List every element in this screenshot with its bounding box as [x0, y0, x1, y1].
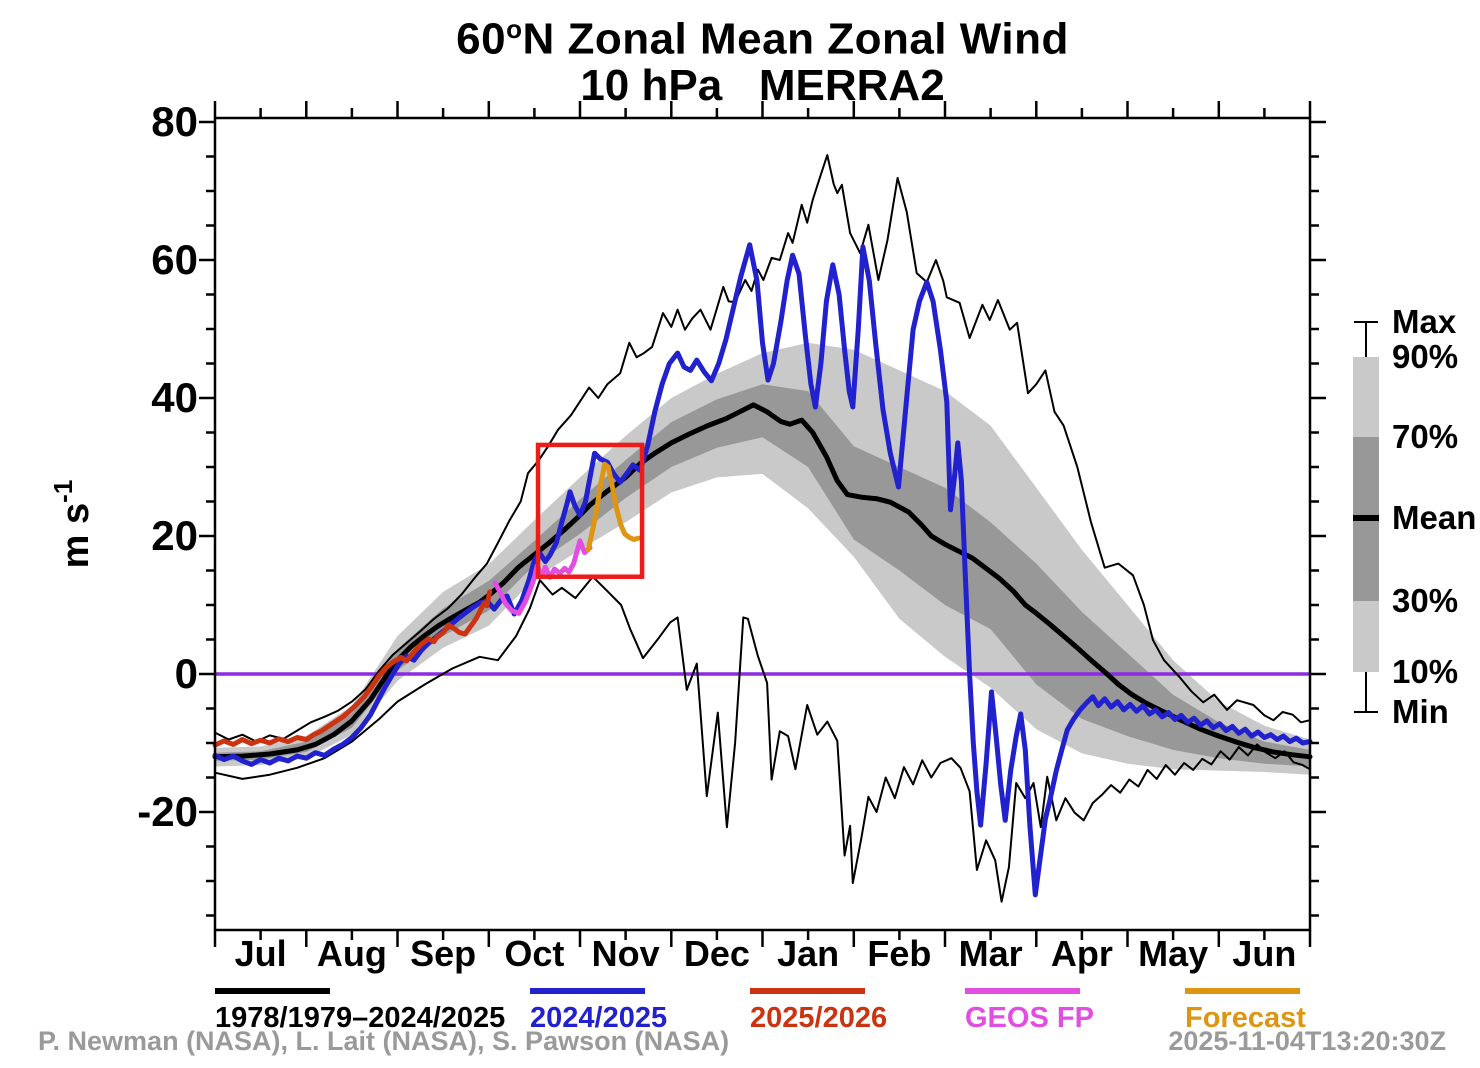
month-label-sep: Sep [410, 933, 476, 974]
right-legend-label-mean: Mean [1392, 499, 1476, 536]
legend-line-sample-geos-fp [965, 988, 1080, 994]
legend-line-sample-year-2025-2026 [750, 988, 865, 994]
month-label-aug: Aug [317, 933, 387, 974]
right-legend-label-70pct: 70% [1392, 418, 1458, 455]
legend-line-sample-year-2024-2025 [530, 988, 645, 994]
month-label-jun: Jun [1232, 933, 1296, 974]
month-label-jul: Jul [235, 933, 287, 974]
legend-item-year-2025-2026: 2025/2026 [750, 988, 887, 1035]
series-forecast-line [585, 461, 641, 553]
legend-band-10 [1353, 601, 1379, 672]
month-label-may: May [1138, 933, 1208, 974]
month-label-apr: Apr [1051, 933, 1113, 974]
annotation-box-oct-nov [535, 442, 645, 579]
footer-credits: P. Newman (NASA), L. Lait (NASA), S. Paw… [38, 1026, 730, 1056]
y-tick-label: 60 [151, 236, 198, 283]
series-year-2025-2026-line [212, 589, 493, 748]
legend-label-forecast: Forecast [1185, 1002, 1306, 1034]
series-min-line [214, 575, 1311, 903]
legend-line-sample-climatology [215, 988, 330, 994]
month-label-jan: Jan [777, 933, 839, 974]
band-30-70-percent [215, 384, 1310, 767]
legend-band-90 [1353, 357, 1379, 437]
legend-label-year-2025-2026: 2025/2026 [750, 1002, 888, 1034]
series-geos-fp-line [492, 538, 593, 616]
chart-title-line2: 10 hPa MERRA2 [580, 60, 945, 110]
chart-title-line1: 60oN Zonal Mean Zonal Wind [456, 14, 1069, 64]
legend-item-climatology: 1978/1979–2024/2025 [215, 988, 505, 1035]
legend-label-year-2024-2025: 2024/2025 [530, 1002, 668, 1034]
right-legend-label-10pct: 10% [1392, 653, 1458, 690]
legend-label-climatology: 1978/1979–2024/2025 [215, 1002, 506, 1034]
footer-timestamp: 2025-11-04T13:20:30Z [1168, 1026, 1446, 1056]
month-label-feb: Feb [867, 933, 931, 974]
month-label-dec: Dec [684, 933, 750, 974]
y-tick-label: 0 [175, 650, 198, 697]
y-tick-label: 20 [151, 512, 198, 559]
series-year-2024-2025-line [212, 242, 1313, 898]
legend-item-year-2024-2025: 2024/2025 [530, 988, 667, 1035]
legend-line-sample-forecast [1185, 988, 1300, 994]
y-tick-label: 40 [151, 374, 198, 421]
y-axis-label: m s-1 [48, 480, 97, 569]
y-tick-label: 80 [151, 98, 198, 145]
right-legend-label-30pct: 30% [1392, 582, 1458, 619]
plot-frame [213, 116, 1312, 932]
month-label-oct: Oct [504, 933, 564, 974]
right-legend-label-90pct: 90% [1392, 338, 1458, 375]
month-label-mar: Mar [959, 933, 1023, 974]
legend-item-geos-fp: GEOS FP [965, 988, 1094, 1035]
y-tick-label: -20 [137, 788, 198, 835]
legend-item-forecast: Forecast [1185, 988, 1306, 1035]
series-max-line [214, 154, 1311, 743]
right-legend-label-min: Min [1392, 693, 1449, 730]
chart-title: 60oN Zonal Mean Zonal Wind 10 hPa MERRA2 [215, 6, 1310, 109]
series-mean-line [212, 402, 1313, 760]
right-legend-label-max: Max [1392, 303, 1457, 340]
legend-label-geos-fp: GEOS FP [965, 1002, 1094, 1034]
month-label-nov: Nov [592, 933, 660, 974]
